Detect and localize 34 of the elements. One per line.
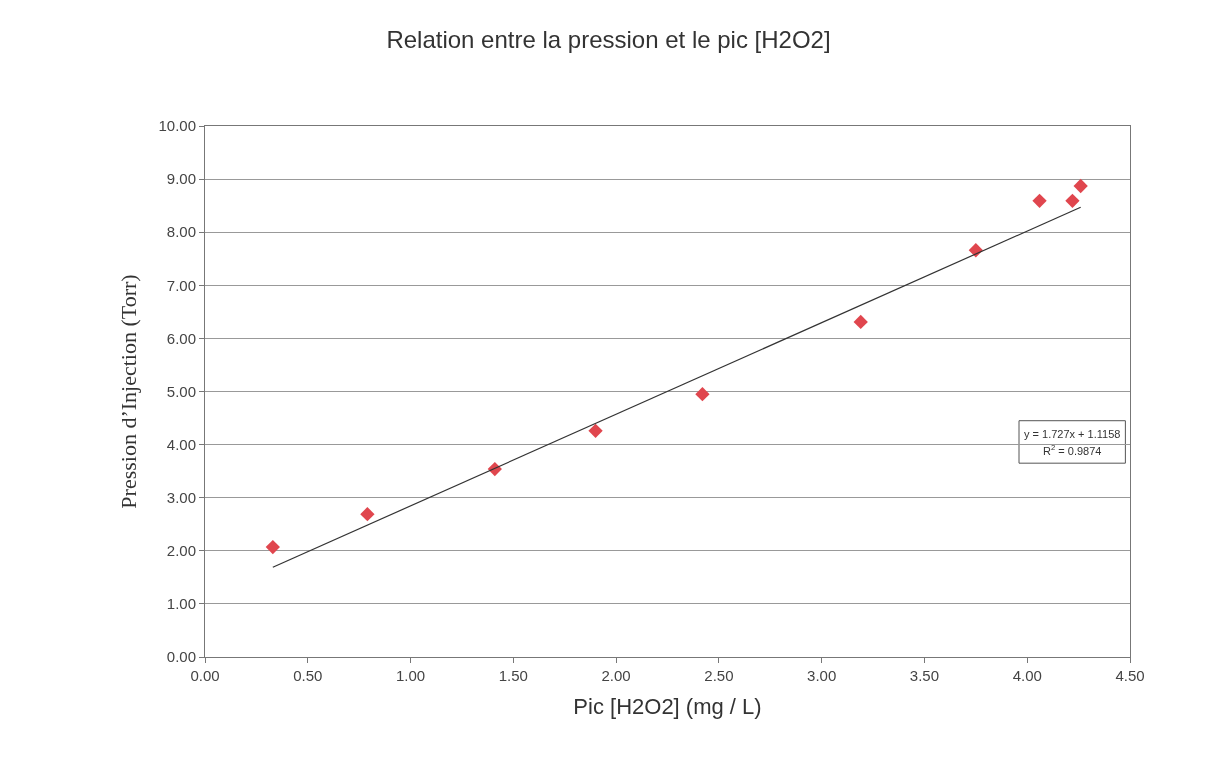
annotation: y = 1.727x + 1.1158 [1024, 428, 1121, 440]
y-tick-label: 5.00 [166, 382, 196, 400]
point [588, 423, 603, 438]
y-tick-label: 1.00 [166, 595, 196, 613]
x-tick-label: 0.00 [190, 667, 220, 684]
y-tick-label: 9.00 [166, 170, 196, 188]
x-tick-label: 2.00 [601, 667, 631, 684]
y-tick-label: 3.00 [166, 488, 196, 506]
y-tick-label: 7.00 [166, 276, 196, 294]
y-tick-label: 4.00 [166, 435, 196, 453]
x-tick-label: 4.00 [1012, 667, 1042, 684]
y-tick-label: 10.00 [158, 117, 196, 135]
point [695, 387, 710, 402]
x-axis-title: Pic [H2O2] (mg / L) [573, 693, 762, 719]
x-tick-label: 3.50 [909, 667, 940, 684]
point [265, 539, 280, 555]
point [1065, 193, 1080, 209]
chart-title: Relation entre la pression et le pic [H2O2] [386, 25, 831, 53]
x-tick-label: 4.50 [1115, 667, 1145, 684]
point [1073, 178, 1088, 194]
y-tick-label: 8.00 [166, 223, 196, 241]
point [360, 507, 375, 522]
x-tick-label: 1.50 [498, 667, 528, 684]
annotation: R$^{2}$ = 0.9874 [1043, 443, 1102, 457]
x-tick-label: 2.50 [704, 667, 734, 684]
point [1032, 193, 1047, 209]
x-tick-label: 3.00 [807, 667, 837, 684]
y-axis-title: Pression d’Injection (Torr) [116, 274, 142, 509]
y-tick-label: 6.00 [166, 329, 196, 347]
x-tick-label: 1.00 [395, 667, 426, 684]
y-tick-label: 2.00 [166, 542, 196, 560]
point [853, 314, 868, 330]
x-tick-label: 0.50 [293, 667, 323, 684]
y-tick-label: 0.00 [166, 648, 196, 666]
